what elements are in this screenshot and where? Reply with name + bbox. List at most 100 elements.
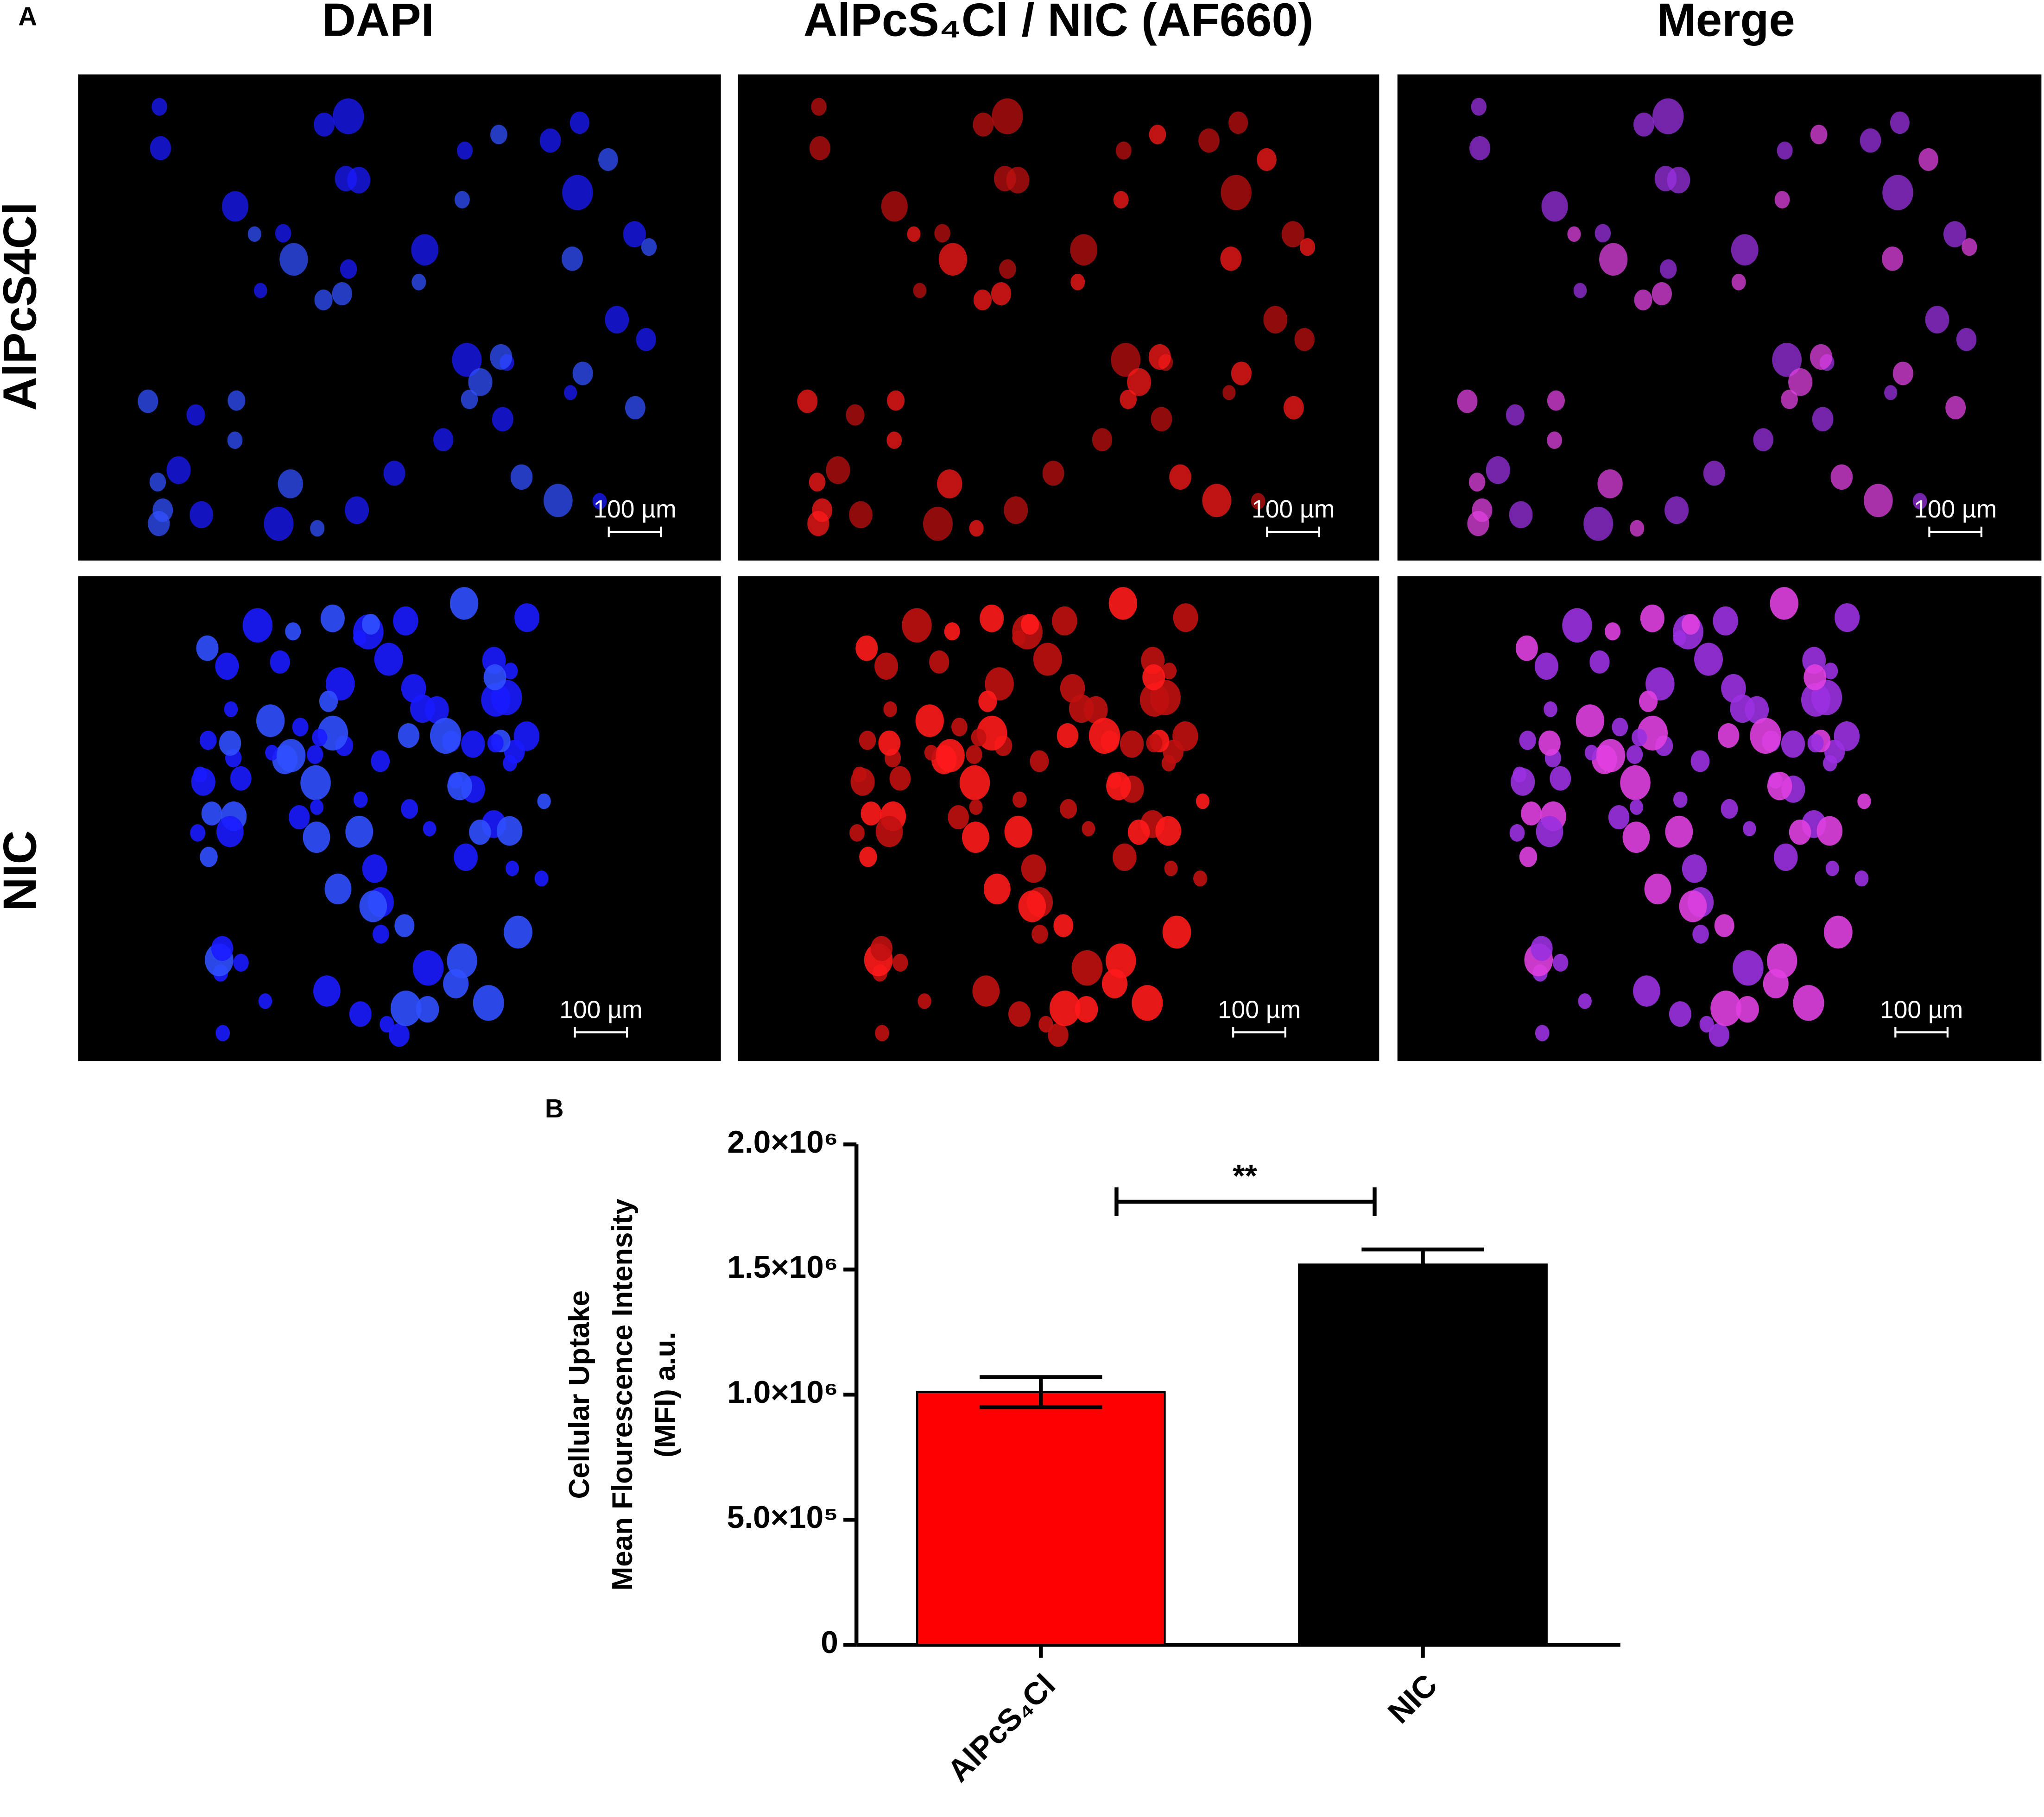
cell [1743,821,1756,837]
cell [1882,175,1913,210]
cell [447,943,477,978]
cell [1652,98,1684,134]
cell [1536,816,1563,847]
cell [152,98,167,116]
y-tick-label: 2.0×10⁶ [727,1125,838,1160]
cell [1113,843,1137,871]
cell [1713,606,1738,636]
cell [361,614,380,635]
cell [314,289,333,310]
cell [886,390,905,411]
cell [1597,469,1623,498]
cell [1164,860,1178,877]
cell [1772,343,1802,377]
cell [1008,1001,1031,1027]
cell [1825,860,1839,877]
cell [849,501,873,529]
cell [1745,696,1769,724]
cell [1070,234,1098,266]
cell [969,799,983,815]
cell [1111,343,1141,377]
cell [875,1025,889,1041]
cell [1106,771,1131,801]
cell [870,936,892,961]
cell [1925,306,1949,334]
cell [216,816,244,847]
cell [623,221,646,247]
cell [416,996,439,1023]
cell [1605,622,1621,641]
cell [1161,755,1176,771]
cell [1468,473,1486,492]
cell [1173,603,1198,632]
cell [849,824,865,842]
cell [1633,112,1655,137]
cell [1774,191,1790,208]
cell [1667,167,1690,194]
cell [247,226,261,242]
cell [1750,718,1781,754]
cell [389,1023,410,1047]
cell [349,1001,372,1027]
cell [319,690,338,712]
cell [962,821,989,853]
cell [1835,603,1860,632]
cell [1202,484,1232,517]
cell [641,238,657,256]
cell [1018,890,1046,922]
bar [916,1391,1166,1646]
cell [383,461,405,486]
cell [1781,389,1798,410]
cell [636,328,656,351]
cell [1692,924,1709,944]
cell [544,484,573,517]
cell [275,224,291,243]
row-label: AlPcS4Cl [0,202,46,410]
cell [221,191,249,222]
cell [278,469,303,498]
cell [1120,730,1144,758]
cell [191,768,215,796]
significance-label: ** [1233,1159,1257,1193]
cell [1084,696,1108,724]
cell [881,191,908,222]
cell [1006,167,1030,194]
cell [1584,744,1599,761]
cell [1115,141,1132,160]
cell [1120,389,1137,410]
cell [449,587,479,620]
cell [313,975,341,1007]
cell [1281,221,1304,247]
cell [1519,846,1538,867]
cell [1721,799,1738,819]
cell [258,993,272,1009]
cell [598,148,618,171]
cell [1071,950,1103,986]
cell [332,282,352,306]
cell [148,511,170,536]
cell [1148,344,1171,370]
cell [430,718,462,754]
cell [797,389,818,413]
cell [936,739,965,772]
cell [320,604,345,632]
cell [393,606,418,636]
cell [1547,390,1565,411]
cell [256,704,285,737]
cell [605,306,629,334]
cell [1511,768,1535,796]
cell [1108,587,1138,620]
cell [1021,854,1046,883]
cell [423,821,437,837]
cell [1830,464,1853,490]
cell [487,733,504,753]
cell [991,282,1012,306]
cell [971,728,987,746]
cell [1004,815,1032,848]
cell [1652,282,1672,306]
cell [980,604,1004,632]
cell [1146,733,1163,753]
cell [347,167,371,194]
cell [1467,511,1489,536]
cell [401,674,426,703]
